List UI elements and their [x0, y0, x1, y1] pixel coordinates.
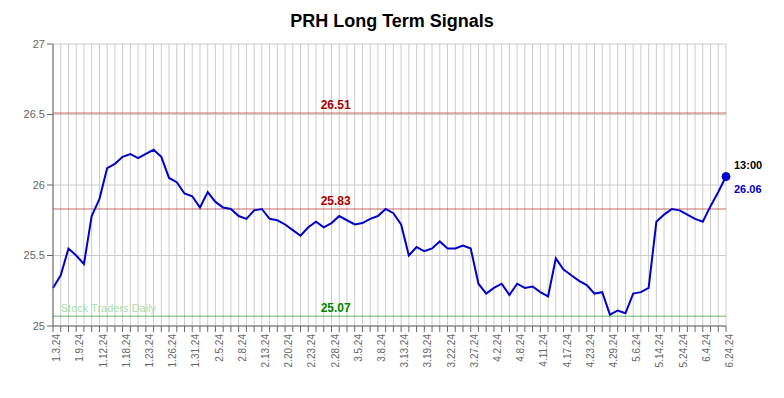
svg-text:5.6.24: 5.6.24 — [631, 334, 642, 362]
svg-text:4.11.24: 4.11.24 — [538, 334, 549, 367]
svg-text:1.31.24: 1.31.24 — [190, 334, 201, 368]
svg-text:5.24.24: 5.24.24 — [678, 334, 689, 368]
svg-text:26.5: 26.5 — [24, 108, 45, 120]
svg-text:4.23.24: 4.23.24 — [585, 334, 596, 368]
svg-text:2.20.24: 2.20.24 — [283, 334, 294, 368]
svg-text:2.5.24: 2.5.24 — [214, 334, 225, 362]
svg-text:2.23.24: 2.23.24 — [306, 334, 317, 368]
svg-text:13:00: 13:00 — [734, 159, 762, 171]
svg-text:26.51: 26.51 — [321, 98, 351, 112]
svg-text:25.83: 25.83 — [321, 194, 351, 208]
html-text:PRH Long Term Signals: PRH Long Term Signals — [290, 11, 494, 31]
svg-text:2.13.24: 2.13.24 — [260, 334, 271, 368]
svg-text:25.07: 25.07 — [321, 301, 351, 315]
svg-text:25: 25 — [33, 320, 45, 332]
svg-text:1.26.24: 1.26.24 — [167, 334, 178, 368]
svg-text:6.24.24: 6.24.24 — [724, 334, 735, 368]
svg-text:1.9.24: 1.9.24 — [74, 334, 85, 362]
svg-text:4.2.24: 4.2.24 — [492, 334, 503, 362]
svg-text:2.28.24: 2.28.24 — [330, 334, 341, 368]
svg-text:1.23.24: 1.23.24 — [144, 334, 155, 368]
svg-text:3.19.24: 3.19.24 — [422, 334, 433, 368]
svg-text:27: 27 — [33, 38, 45, 50]
svg-text:1.12.24: 1.12.24 — [98, 334, 109, 368]
svg-text:3.8.24: 3.8.24 — [376, 334, 387, 362]
svg-text:3.22.24: 3.22.24 — [446, 334, 457, 368]
svg-text:Stock Traders Daily: Stock Traders Daily — [61, 302, 157, 314]
svg-text:3.13.24: 3.13.24 — [399, 334, 410, 368]
svg-text:1.3.24: 1.3.24 — [51, 334, 62, 362]
svg-text:5.14.24: 5.14.24 — [654, 334, 665, 368]
svg-text:26: 26 — [33, 179, 45, 191]
svg-text:4.17.24: 4.17.24 — [562, 334, 573, 368]
svg-text:3.5.24: 3.5.24 — [353, 334, 364, 362]
svg-text:6.4.24: 6.4.24 — [701, 334, 712, 362]
svg-text:3.27.24: 3.27.24 — [469, 334, 480, 368]
svg-text:26.06: 26.06 — [734, 183, 762, 195]
svg-text:4.8.24: 4.8.24 — [515, 334, 526, 362]
svg-text:25.5: 25.5 — [24, 249, 45, 261]
svg-text:4.29.24: 4.29.24 — [608, 334, 619, 368]
svg-text:2.8.24: 2.8.24 — [237, 334, 248, 362]
svg-text:1.18.24: 1.18.24 — [121, 334, 132, 368]
